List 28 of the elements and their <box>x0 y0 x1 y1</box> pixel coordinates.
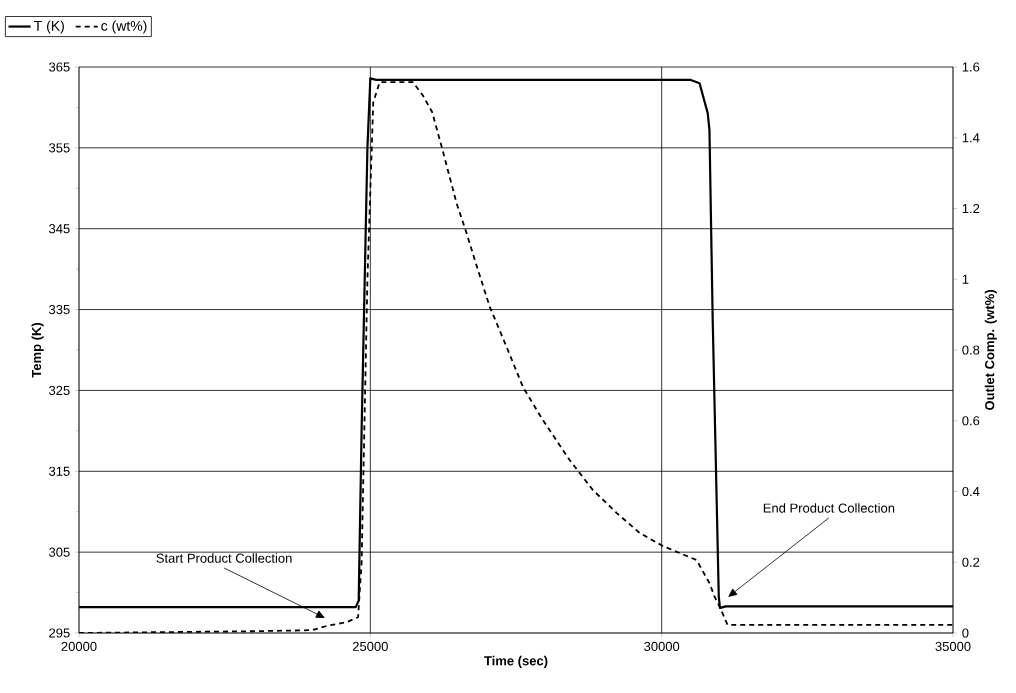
legend-label: c (wt%) <box>101 20 147 34</box>
y2-tick-label: 0.2 <box>962 557 980 567</box>
x-axis-title: Time (sec) <box>484 655 548 668</box>
y-axis-title: Temp (K) <box>31 322 44 378</box>
annotation: Start Product Collection <box>156 553 292 563</box>
y2-tick-label: 1 <box>962 274 969 284</box>
y-tick-label: 325 <box>49 385 70 396</box>
y2-tick-label: 0.6 <box>962 416 980 426</box>
legend-label: T (K) <box>34 20 64 34</box>
y2-tick-label: 1.6 <box>962 62 980 72</box>
y-tick-label: 295 <box>49 628 70 638</box>
y-tick-label: 335 <box>49 304 70 315</box>
y-tick-label: 365 <box>49 62 70 72</box>
y2-tick-label: 1.2 <box>962 203 980 214</box>
y2-axis-title: Outlet Comp. (wt%) <box>984 290 997 410</box>
y2-tick-label: 0 <box>962 628 969 638</box>
x-tick-label: 20000 <box>61 641 97 651</box>
x-tick-label: 25000 <box>352 641 388 651</box>
y2-tick-label: 0.4 <box>962 486 980 497</box>
annotation: End Product Collection <box>763 503 895 513</box>
y-tick-label: 345 <box>49 224 70 234</box>
x-tick-label: 35000 <box>935 641 971 651</box>
x-tick-label: 30000 <box>644 641 680 651</box>
y-tick-label: 305 <box>49 547 70 557</box>
y2-tick-label: 0.8 <box>962 345 980 355</box>
y-tick-label: 355 <box>49 143 70 153</box>
y-tick-label: 315 <box>49 466 70 476</box>
y2-tick-label: 1.4 <box>962 133 980 143</box>
